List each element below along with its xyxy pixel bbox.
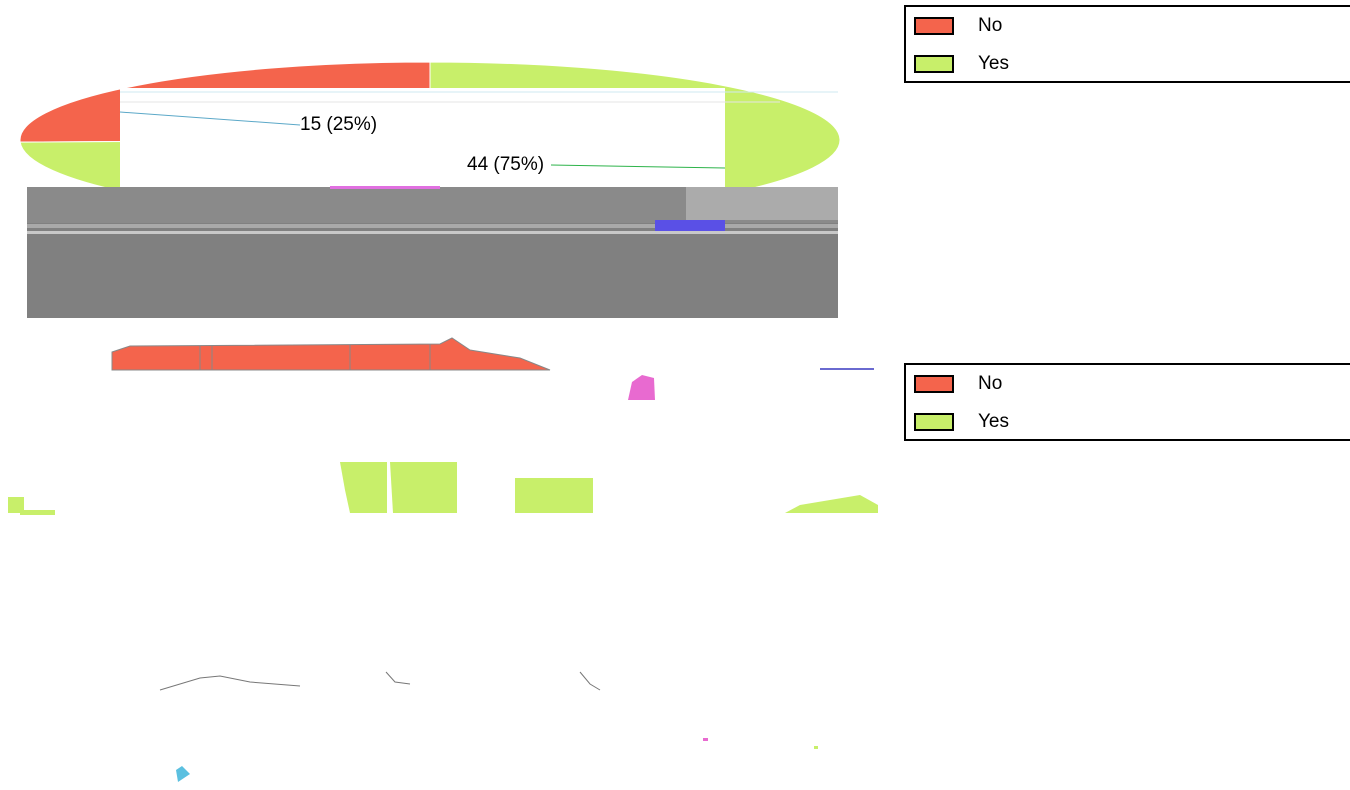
map-region [176, 766, 190, 782]
legend-label: No [978, 15, 1002, 36]
legend-label: Yes [978, 411, 1009, 432]
legend-swatch [914, 55, 954, 73]
map-border [159, 675, 301, 691]
map-region-yes [515, 478, 593, 513]
legend-swatch [914, 375, 954, 393]
map-border [579, 671, 601, 691]
artifact-line [820, 368, 874, 370]
map-region [814, 746, 818, 749]
artifact-band [686, 187, 838, 220]
artifact-band [330, 186, 440, 189]
map-region-yes [8, 497, 24, 513]
leader-line [550, 164, 726, 169]
legend-label: Yes [978, 53, 1009, 74]
artifact-band [27, 224, 838, 228]
legend-swatch [914, 413, 954, 431]
legend-box [904, 363, 1350, 441]
legend-swatch [914, 17, 954, 35]
map-region-no [111, 337, 551, 371]
legend-label: No [978, 373, 1002, 394]
artifact-mask [120, 88, 725, 187]
map-region-yes [785, 495, 878, 513]
leader-line [119, 111, 301, 126]
map [8, 337, 878, 782]
map-region-yes [390, 462, 457, 513]
legend-box [904, 5, 1350, 83]
data-label: 15 (25%) [300, 114, 377, 135]
artifact-band [27, 231, 838, 234]
map-region-yes [20, 510, 55, 515]
map-border [385, 671, 411, 685]
artifact-band [655, 220, 725, 231]
map-region-yes [340, 462, 387, 513]
map-region [703, 738, 708, 741]
data-label: 44 (75%) [467, 154, 544, 175]
map-region [628, 375, 655, 400]
